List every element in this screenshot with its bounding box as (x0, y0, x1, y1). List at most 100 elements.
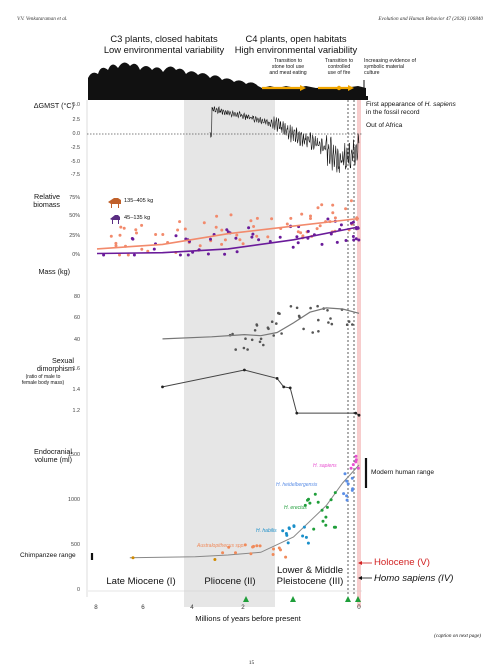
x-tick-2: 2 (241, 604, 245, 611)
biomass-large-point (296, 230, 300, 234)
biomass-label-line1: Relative (34, 192, 60, 201)
biomass-large-point (266, 235, 270, 239)
erectus-point (303, 503, 307, 507)
green-markers (243, 596, 361, 602)
biomass-large-point (134, 228, 138, 232)
biomass-large-point (299, 231, 303, 235)
holocene-shading (357, 100, 361, 607)
erectus-point (333, 491, 337, 495)
mass-point (255, 323, 258, 326)
arrow-fire-dot (336, 85, 342, 91)
era-pliocene: Pliocene (II) (204, 576, 256, 587)
label-h-sapiens: H. sapiens (313, 463, 337, 469)
label-h-heidelbergensis: H. heidelbergensis (276, 482, 318, 488)
biomass-axis-label: Relative biomass (20, 192, 60, 210)
habilis-point (304, 535, 308, 539)
chimpanzee-range-label: Chimpanzee range (20, 552, 76, 559)
mass-point (277, 311, 280, 315)
biomass-large-point (301, 234, 305, 238)
stone-line3: and meat eating (269, 70, 307, 76)
stone-line1: Transition to (273, 58, 303, 64)
mass-point (329, 317, 332, 320)
endocranial-points (131, 454, 360, 561)
dimorphism-point (295, 411, 299, 415)
biomass-small-point (247, 226, 251, 230)
gmst-tick-neg7.5: -7.5 (70, 172, 80, 178)
biomass-large-point (140, 247, 144, 251)
biomass-large-point (300, 212, 304, 216)
habilis-point (284, 532, 288, 535)
mass-point (280, 332, 283, 335)
fire-annotation: Transition to controlled use of fire (318, 58, 360, 76)
heidelbergensis-point (350, 488, 354, 492)
biomass-large-point (318, 224, 322, 228)
biomass-small-point (352, 238, 356, 242)
gmst-tick-0: 0.0 (72, 131, 81, 137)
x-tick-6: 6 (141, 604, 145, 611)
mass-tick-60: 60 (74, 315, 80, 321)
right-habitat-title: C4 plants, open habitats High environmen… (226, 33, 366, 55)
mass-point (234, 348, 237, 351)
sapiens-point (349, 466, 353, 470)
biomass-small-point (306, 229, 310, 233)
mass-point (327, 321, 330, 324)
erectus-point (313, 492, 317, 496)
biomass-small-point (354, 237, 358, 241)
habilis-point (301, 534, 305, 538)
biomass-large-point (289, 216, 293, 220)
sapiens-first-appearance-note: First appearance of H. sapiens in the fo… (366, 101, 501, 116)
symb-line2: symbolic material (364, 64, 405, 70)
biomass-small-point (335, 240, 339, 244)
habitat-silhouette (88, 62, 368, 100)
erectus-point (324, 523, 328, 527)
biomass-large-point (270, 217, 274, 221)
dimorphism-axis-label: Sexual dimorphism (ratio of male to fema… (12, 356, 74, 386)
gmst-series-line (209, 106, 360, 173)
legend-small-label: 45–135 kg (124, 215, 151, 221)
biomass-large-point (114, 241, 118, 245)
mass-point (345, 323, 349, 327)
biomass-small-point (344, 239, 348, 242)
pleisto-line2: Pleistocene (III) (276, 576, 344, 587)
biomass-tick-25: 25% (69, 233, 80, 239)
biomass-small-point (326, 217, 330, 221)
erectus-point (332, 525, 336, 529)
biomass-small-point (235, 250, 239, 254)
running-header-authors: V.V. Venkataraman et al. (17, 16, 68, 22)
era-late-miocene: Late Miocene (I) (106, 576, 176, 587)
mass-point (317, 330, 320, 333)
era-holocene: Holocene (V) (374, 557, 430, 568)
green-marker-2 (290, 596, 296, 602)
biomass-small-point (102, 253, 106, 257)
modern-human-range-label: Modern human range (371, 469, 435, 476)
biomass-large-point (241, 242, 245, 246)
fire-line2: controlled (327, 64, 351, 70)
habilis-point (281, 529, 285, 533)
green-marker-4 (355, 596, 361, 602)
green-marker-1 (243, 596, 249, 602)
mass-points (228, 304, 354, 351)
erectus-point (321, 519, 325, 523)
biomass-large-point (183, 227, 187, 231)
fire-line3: use of fire (327, 70, 351, 76)
biomass-large-point (154, 233, 158, 236)
australopithecus-point (243, 543, 247, 547)
biomass-large-point (109, 234, 113, 238)
pliocene-shading (184, 100, 275, 607)
biomass-large-point (220, 228, 224, 232)
mass-point (302, 327, 305, 331)
biomass-large-point (331, 203, 335, 207)
biomass-small-point (206, 252, 210, 256)
endo-label-line1: Endocranial (34, 447, 72, 456)
biomass-large-point (118, 253, 121, 257)
stone-tool-annotation: Transition to stone tool use and meat ea… (262, 58, 314, 76)
heidelbergensis-point (345, 498, 349, 502)
era-homo-sapiens: Homo sapiens (IV) (374, 573, 454, 584)
biomass-large-point (119, 225, 123, 229)
mass-axis-label: Mass (kg) (38, 267, 70, 276)
dimorphism-point (357, 413, 361, 417)
habilis-point (292, 525, 296, 528)
dim-sub-line2: female body mass) (21, 379, 65, 386)
biomass-small-point (296, 241, 300, 245)
biomass-small-point (152, 247, 156, 251)
